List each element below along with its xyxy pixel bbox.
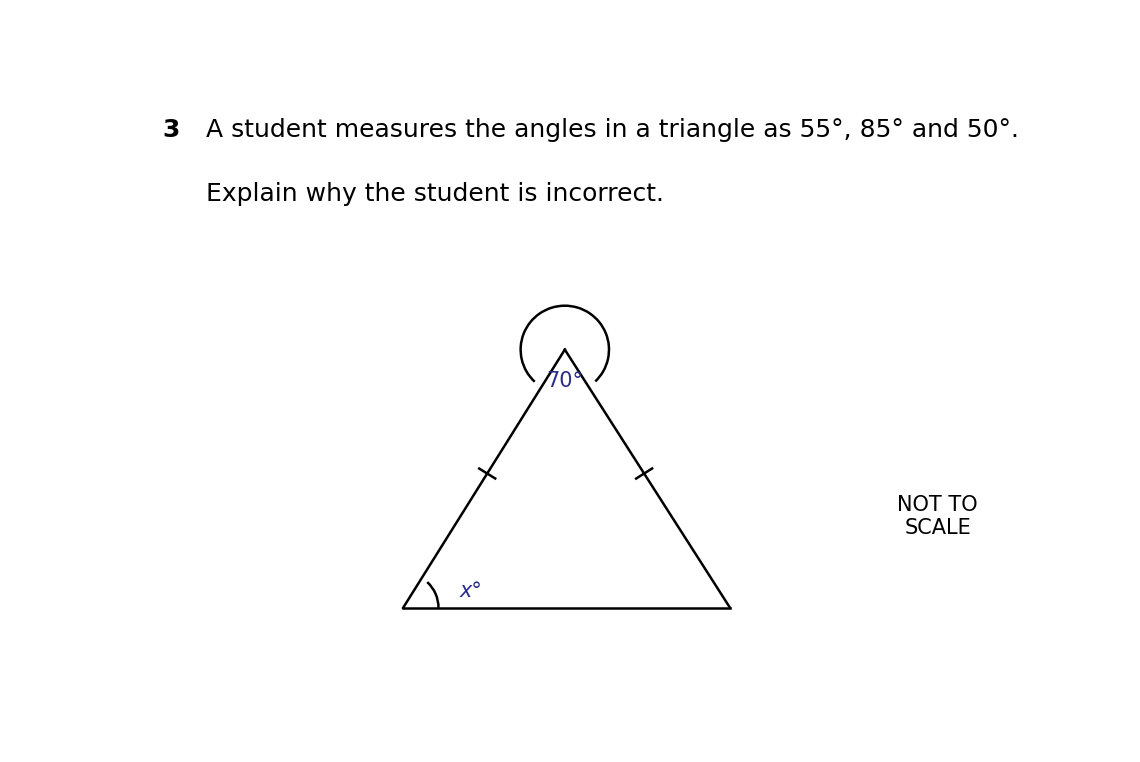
Text: 70°: 70° [547,371,584,391]
Text: Explain why the student is incorrect.: Explain why the student is incorrect. [206,182,665,207]
Text: A student measures the angles in a triangle as 55°, 85° and 50°.: A student measures the angles in a trian… [206,118,1019,142]
Text: x°: x° [459,581,482,601]
Text: NOT TO
SCALE: NOT TO SCALE [897,495,978,539]
Text: 3: 3 [162,118,179,142]
